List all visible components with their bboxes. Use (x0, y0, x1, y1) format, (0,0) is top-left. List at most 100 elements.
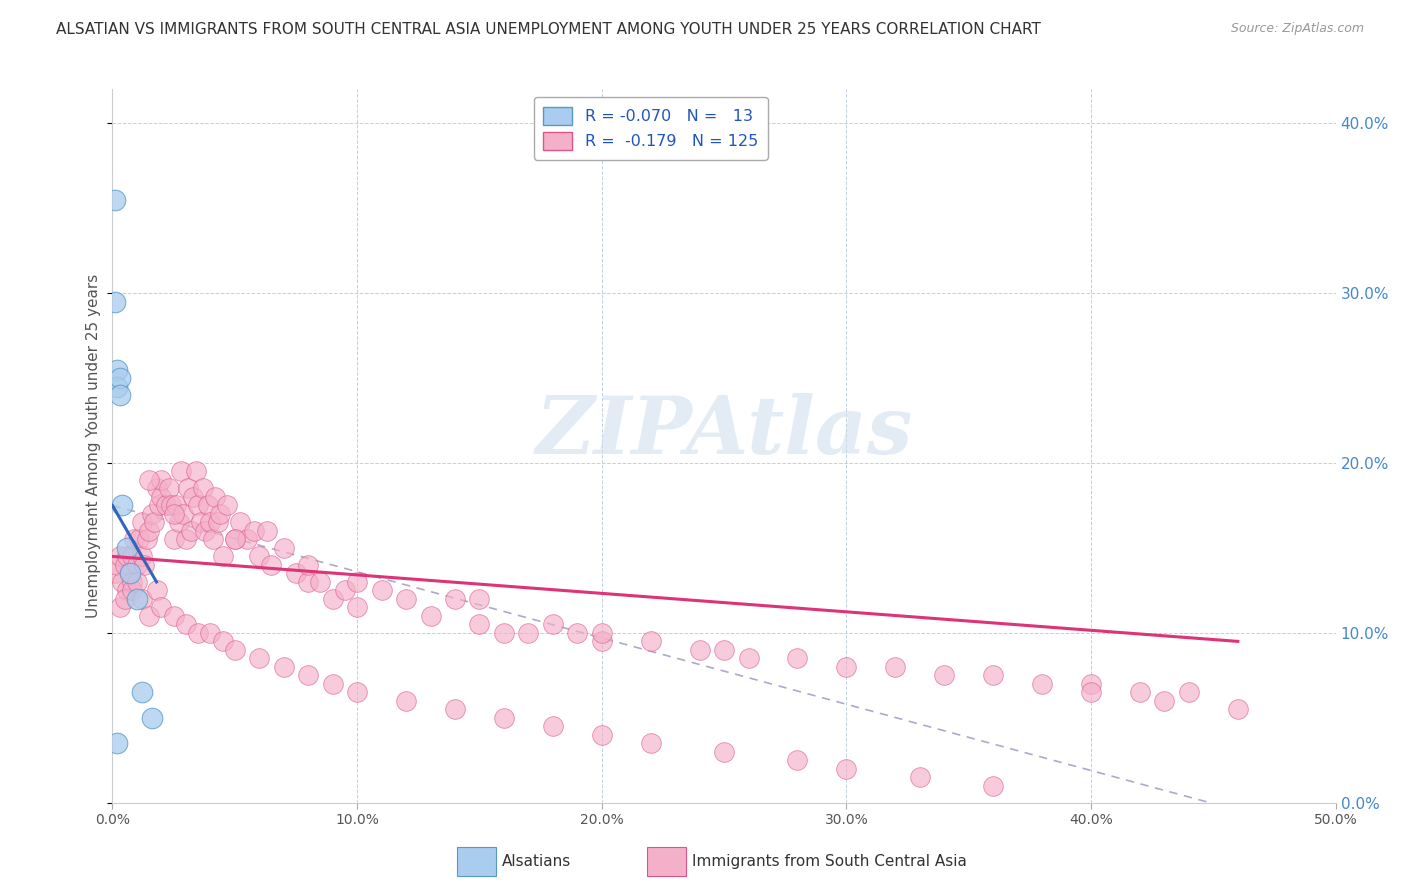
Point (131, 591, 153, 606)
Point (934, 668, 956, 682)
Point (786, 651, 808, 665)
Point (125, 574, 148, 589)
Point (165, 499, 187, 513)
Point (273, 660, 295, 674)
Point (1129, 685, 1152, 699)
Point (170, 465, 193, 479)
Point (309, 574, 332, 589)
Point (247, 549, 270, 564)
Point (835, 660, 858, 674)
Point (111, 574, 134, 589)
Point (346, 685, 368, 699)
Y-axis label: Unemployment Among Youth under 25 years: Unemployment Among Youth under 25 years (86, 274, 101, 618)
Point (174, 533, 197, 547)
Point (256, 524, 278, 538)
Point (492, 626, 515, 640)
Point (236, 533, 259, 547)
Point (108, 371, 131, 385)
Point (184, 465, 207, 479)
Point (172, 507, 194, 521)
Point (108, 600, 131, 615)
Point (163, 608, 186, 623)
Point (115, 541, 138, 555)
Point (591, 626, 613, 640)
Legend: R = -0.070   N =   13, R =  -0.179   N = 125: R = -0.070 N = 13, R = -0.179 N = 125 (534, 97, 768, 160)
Point (211, 549, 233, 564)
Text: Source: ZipAtlas.com: Source: ZipAtlas.com (1230, 22, 1364, 36)
Point (1153, 694, 1175, 708)
Point (468, 617, 491, 632)
Point (207, 516, 229, 530)
Point (143, 516, 166, 530)
Point (444, 591, 467, 606)
Text: Alsatians: Alsatians (502, 855, 571, 869)
Point (260, 558, 283, 572)
Point (118, 566, 141, 581)
Point (713, 643, 735, 657)
Point (125, 558, 148, 572)
Point (908, 770, 931, 784)
Point (174, 617, 197, 632)
Point (131, 549, 153, 564)
Point (108, 388, 131, 402)
Point (134, 558, 156, 572)
Point (105, 558, 128, 572)
Point (177, 482, 200, 496)
Text: ALSATIAN VS IMMIGRANTS FROM SOUTH CENTRAL ASIA UNEMPLOYMENT AMONG YOUTH UNDER 25: ALSATIAN VS IMMIGRANTS FROM SOUTH CENTRA… (56, 22, 1040, 37)
Point (297, 558, 319, 572)
Point (1178, 685, 1201, 699)
Point (640, 736, 662, 750)
Point (1080, 685, 1102, 699)
Point (419, 608, 441, 623)
Point (115, 583, 138, 598)
Point (273, 541, 295, 555)
Point (150, 600, 173, 615)
Point (297, 574, 319, 589)
Point (150, 490, 173, 504)
Point (201, 533, 224, 547)
Text: Immigrants from South Central Asia: Immigrants from South Central Asia (692, 855, 967, 869)
Point (150, 473, 173, 487)
Point (200, 516, 222, 530)
Point (346, 600, 368, 615)
Point (108, 549, 131, 564)
Point (200, 626, 222, 640)
Point (163, 533, 186, 547)
Point (211, 634, 233, 648)
Point (468, 591, 491, 606)
Point (224, 643, 246, 657)
Point (346, 574, 368, 589)
Point (105, 362, 128, 376)
Point (1080, 677, 1102, 691)
Point (180, 524, 202, 538)
Point (131, 685, 153, 699)
Point (786, 753, 808, 767)
Point (104, 193, 127, 207)
Point (105, 379, 128, 393)
Point (114, 558, 136, 572)
Point (155, 499, 177, 513)
Point (138, 608, 160, 623)
Point (224, 533, 246, 547)
Point (981, 668, 1004, 682)
Point (194, 524, 217, 538)
Point (217, 499, 239, 513)
Point (884, 660, 907, 674)
Point (297, 668, 319, 682)
Point (138, 524, 160, 538)
Point (247, 651, 270, 665)
Point (105, 736, 128, 750)
Point (114, 591, 136, 606)
Point (209, 507, 232, 521)
Point (141, 507, 163, 521)
Point (444, 702, 467, 716)
Point (131, 516, 153, 530)
Point (567, 626, 589, 640)
Point (111, 499, 134, 513)
Point (228, 516, 250, 530)
Point (541, 617, 564, 632)
Point (492, 711, 515, 725)
Point (689, 643, 711, 657)
Point (640, 634, 662, 648)
Point (1226, 702, 1249, 716)
